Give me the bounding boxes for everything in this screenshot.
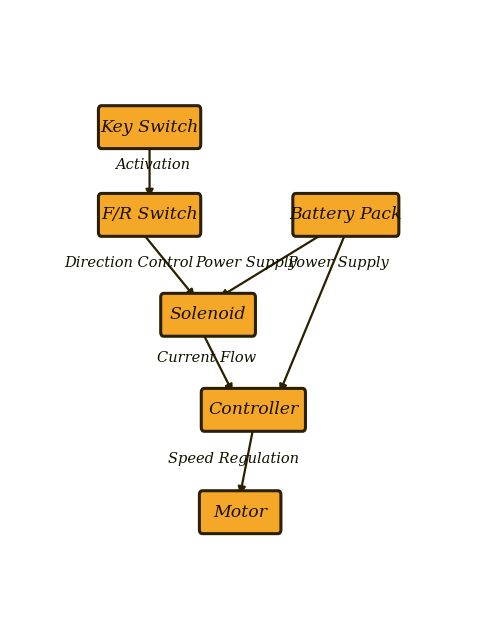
Text: Power Supply: Power Supply bbox=[287, 256, 389, 270]
Text: Current Flow: Current Flow bbox=[157, 351, 256, 365]
Text: F/R Switch: F/R Switch bbox=[101, 206, 198, 223]
FancyBboxPatch shape bbox=[199, 491, 281, 534]
FancyBboxPatch shape bbox=[293, 194, 399, 236]
Text: Controller: Controller bbox=[208, 401, 299, 418]
Text: Activation: Activation bbox=[115, 158, 190, 172]
Text: Direction Control: Direction Control bbox=[65, 256, 194, 270]
Text: Power Supply: Power Supply bbox=[195, 256, 297, 270]
FancyBboxPatch shape bbox=[201, 389, 305, 431]
FancyBboxPatch shape bbox=[98, 194, 201, 236]
Text: Solenoid: Solenoid bbox=[170, 306, 246, 323]
FancyBboxPatch shape bbox=[98, 106, 201, 149]
Text: Battery Pack: Battery Pack bbox=[289, 206, 402, 223]
Text: Speed Regulation: Speed Regulation bbox=[169, 451, 300, 466]
Text: Motor: Motor bbox=[213, 504, 267, 521]
FancyBboxPatch shape bbox=[161, 293, 256, 336]
Text: Key Switch: Key Switch bbox=[100, 118, 199, 135]
